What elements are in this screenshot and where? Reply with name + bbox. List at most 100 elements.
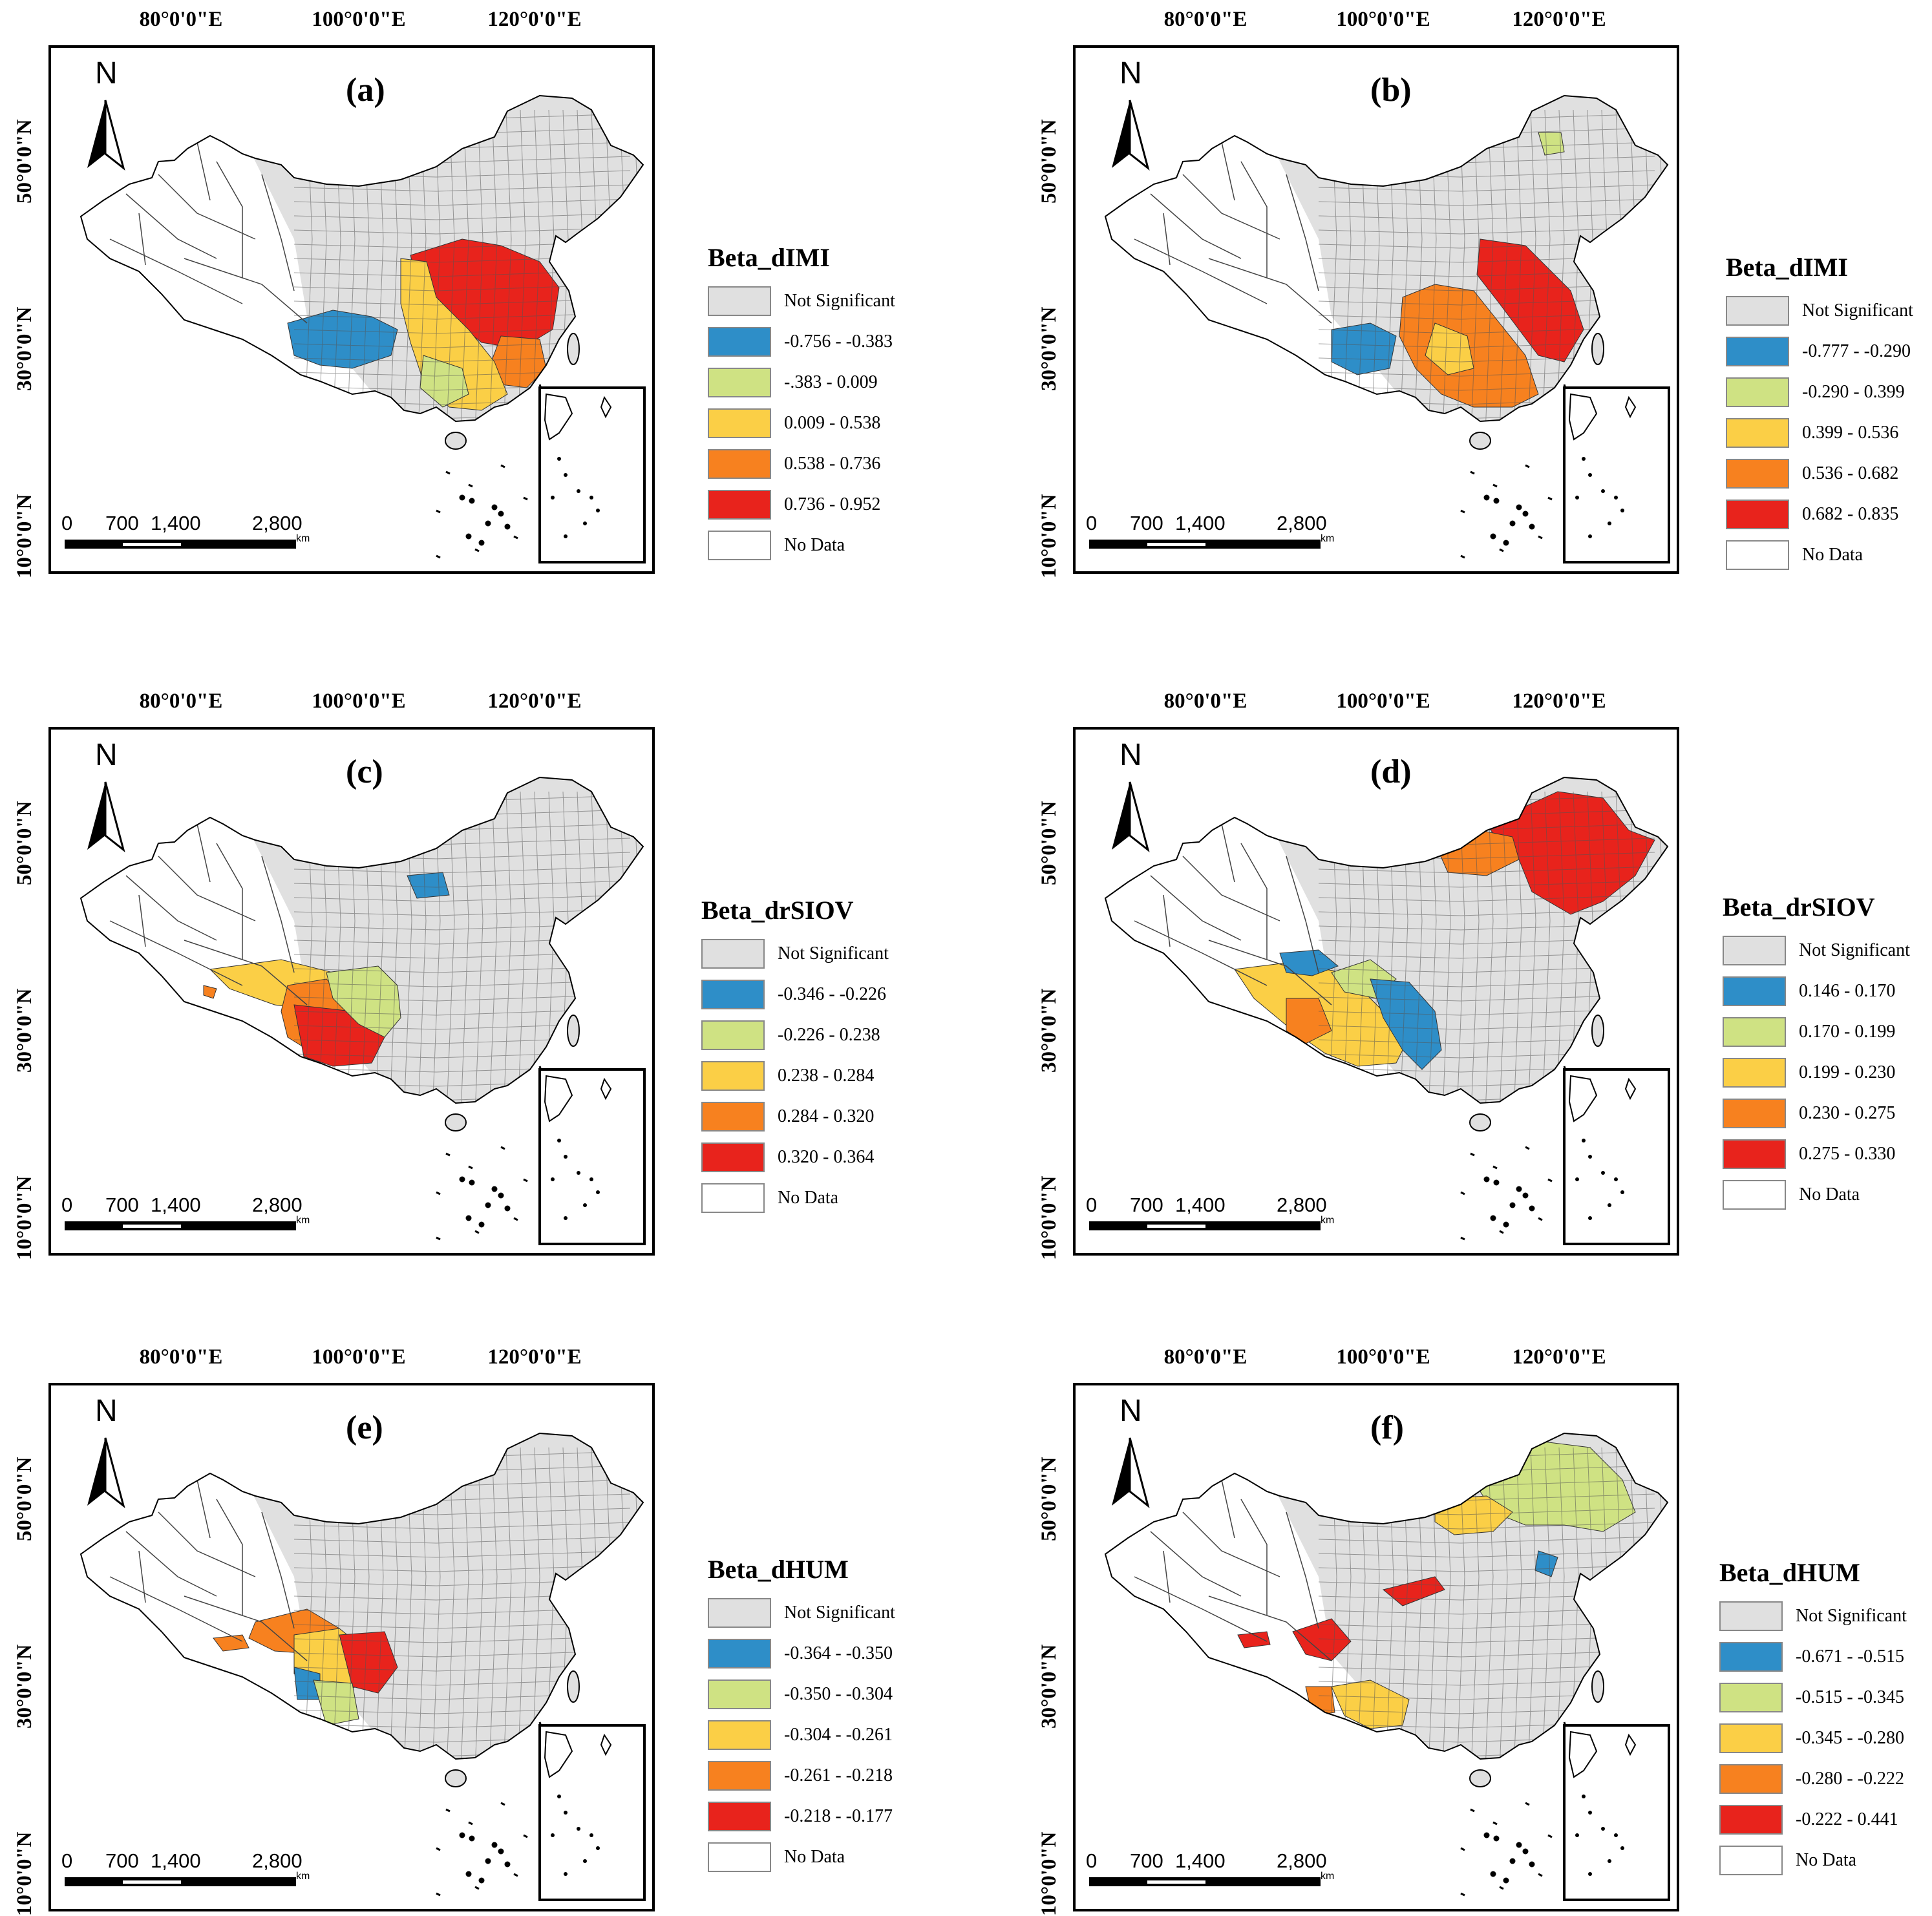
legend-label: -0.346 - -0.226: [778, 984, 886, 1004]
legend-swatch: [1726, 499, 1789, 529]
scale-bar-tick: 700: [105, 1194, 139, 1216]
legend-label: 0.146 - 0.170: [1799, 980, 1896, 1001]
region-class-5: [339, 1631, 398, 1694]
region-class-1: [1370, 978, 1442, 1070]
legend-swatch: [708, 530, 771, 560]
panel-label: (d): [1370, 753, 1412, 790]
legend-swatch: [1719, 1682, 1783, 1712]
map-legend: Beta_drSIOV Not Significant -0.346 - -0.22…: [701, 895, 889, 1218]
north-arrow-label: N: [95, 738, 118, 772]
legend-item: -.383 - 0.009: [708, 362, 895, 403]
legend-item: -0.218 - -0.177: [708, 1796, 895, 1837]
scale-bar-tick: 2,800: [252, 512, 303, 534]
legend-item: No Data: [1719, 1840, 1907, 1880]
legend-label: Not Significant: [784, 1602, 895, 1623]
legend-swatch: [701, 1142, 765, 1172]
country-border: [1104, 776, 1669, 1104]
legend-item: Not Significant: [1726, 290, 1913, 331]
legend-label: 0.538 - 0.736: [784, 453, 881, 474]
legend-label: 0.230 - 0.275: [1799, 1102, 1896, 1123]
legend-item: No Data: [708, 1837, 895, 1877]
legend-label: Not Significant: [1799, 940, 1910, 960]
legend-label: -0.226 - 0.238: [778, 1024, 880, 1045]
longitude-label: 120°0'0"E: [1512, 8, 1606, 31]
province-boundaries: [1134, 823, 1332, 1005]
map-legend: Beta_dIMI Not Significant -0.756 - -0.383 -…: [708, 242, 895, 565]
legend-label: Not Significant: [1802, 300, 1913, 321]
latitude-label: 50°0'0"N: [1037, 119, 1061, 204]
legend-title: Beta_drSIOV: [1723, 892, 1875, 921]
scale-bar-tick: 2,800: [1277, 1849, 1327, 1872]
legend-swatch: [1723, 1057, 1786, 1088]
legend-label: 0.320 - 0.364: [778, 1146, 875, 1167]
map-legend: Beta_dHUM Not Significant -0.671 - -0.515 -…: [1719, 1557, 1907, 1880]
latitude-label: 30°0'0"N: [13, 1644, 36, 1729]
legend-label: No Data: [784, 1846, 845, 1867]
scale-bar-tick: 0: [1086, 1194, 1098, 1216]
scale-bar-unit: km: [1321, 533, 1335, 544]
region-class-2: [1538, 132, 1565, 156]
south-sea-islands: [1460, 1721, 1587, 1897]
scale-bar-tick: 0: [61, 512, 73, 534]
scale-bar-tick: 2,800: [1277, 1194, 1327, 1216]
legend-item: -0.346 - -0.226: [701, 974, 889, 1015]
legend-item: 0.230 - 0.275: [1723, 1093, 1910, 1133]
scale-bar-tick: 700: [1130, 512, 1163, 534]
province-boundaries: [1134, 1479, 1332, 1661]
scale-bar-tick: 1,400: [151, 1194, 201, 1216]
map-legend: Beta_dHUM Not Significant -0.364 - -0.350 -…: [708, 1554, 895, 1877]
legend-label: -0.350 - -0.304: [784, 1683, 893, 1704]
legend-swatch: [1723, 1179, 1786, 1210]
legend-label: -0.280 - -0.222: [1796, 1768, 1904, 1789]
legend-swatch: [1723, 976, 1786, 1006]
legend-swatch: [1726, 377, 1789, 407]
scale-bar: [1089, 1221, 1321, 1230]
longitude-label: 80°0'0"E: [1163, 690, 1247, 713]
legend-label: -0.671 - -0.515: [1796, 1646, 1904, 1667]
scale-bar-unit: km: [1321, 1871, 1335, 1882]
legend-title: Beta_dHUM: [708, 1555, 849, 1584]
legend-swatch: [1723, 1016, 1786, 1047]
scale-bar-tick: 700: [1130, 1194, 1163, 1216]
country-border: [1104, 94, 1669, 423]
taiwan-island: [567, 333, 580, 365]
map-legend: Beta_drSIOV Not Significant 0.146 - 0.170 0…: [1723, 892, 1910, 1215]
legend-item: 0.538 - 0.736: [708, 443, 895, 484]
legend-item: 0.736 - 0.952: [708, 484, 895, 525]
region-class-3: [1331, 1679, 1410, 1729]
panel-label: (c): [346, 753, 383, 790]
legend-item: -0.756 - -0.383: [708, 321, 895, 362]
legend-item: -0.777 - -0.290: [1726, 331, 1913, 372]
legend-label: -.383 - 0.009: [784, 372, 878, 392]
legend-item: -0.364 - -0.350: [708, 1633, 895, 1674]
legend-swatch: [1726, 295, 1789, 326]
inset-map: [1563, 1068, 1670, 1245]
legend-item: 0.399 - 0.536: [1726, 412, 1913, 453]
legend-item: 0.284 - 0.320: [701, 1096, 889, 1137]
legend-label: 0.736 - 0.952: [784, 494, 881, 514]
scale-bar-tick: 1,400: [1175, 512, 1226, 534]
legend-label: Not Significant: [1796, 1605, 1907, 1626]
latitude-label: 50°0'0"N: [1037, 801, 1061, 885]
legend-item: -0.304 - -0.261: [708, 1714, 895, 1755]
latitude-label: 50°0'0"N: [13, 1457, 36, 1541]
legend-label: 0.170 - 0.199: [1799, 1021, 1896, 1042]
latitude-label: 10°0'0"N: [13, 1175, 36, 1260]
panel-label: (b): [1370, 72, 1412, 109]
legend-swatch: [1719, 1641, 1783, 1672]
legend-item: -0.671 - -0.515: [1719, 1636, 1907, 1677]
legend-item: -0.290 - 0.399: [1726, 372, 1913, 412]
region-class-1: [1279, 949, 1339, 976]
longitude-label: 100°0'0"E: [312, 1345, 406, 1369]
panel-label: (a): [346, 72, 385, 109]
north-arrow-label: N: [95, 56, 118, 90]
scale-bar-tick: 0: [1086, 1849, 1098, 1872]
north-arrow: [87, 1437, 125, 1508]
north-arrow-label: N: [1120, 738, 1142, 772]
legend-swatch: [1726, 458, 1789, 489]
legend-label: -0.218 - -0.177: [784, 1805, 893, 1826]
legend-swatch: [701, 938, 765, 969]
legend-label: No Data: [1796, 1849, 1857, 1870]
legend-label: 0.399 - 0.536: [1802, 422, 1899, 443]
legend-swatch: [1719, 1845, 1783, 1875]
